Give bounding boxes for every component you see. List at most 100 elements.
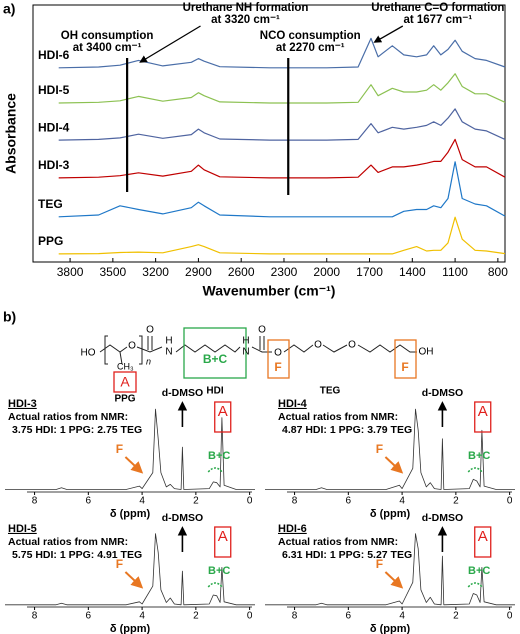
annotation: d-DMSO bbox=[422, 387, 463, 399]
atom: O bbox=[274, 348, 282, 359]
x-axis-label: Wavenumber (cm⁻¹) bbox=[203, 283, 336, 299]
annotation-arrow bbox=[373, 25, 404, 43]
annotation-box bbox=[214, 526, 232, 558]
x-tick-label: 8 bbox=[32, 496, 38, 507]
annotation: B+C bbox=[208, 565, 230, 577]
series-label: HDI-6 bbox=[38, 48, 70, 62]
x-tick-label: 8 bbox=[32, 611, 38, 622]
bond bbox=[99, 344, 128, 353]
annotation: NCO consumption bbox=[260, 30, 361, 42]
atom: O bbox=[314, 340, 322, 351]
annotation-arrow bbox=[139, 25, 201, 63]
annotation-arrow bbox=[124, 571, 144, 589]
x-tick-label: 2600 bbox=[228, 265, 255, 279]
x-tick-label: 800 bbox=[488, 265, 508, 279]
annotation-box bbox=[214, 401, 232, 433]
panel-label: b) bbox=[3, 309, 16, 325]
plot-frame bbox=[32, 4, 506, 263]
panel-subtitle: Actual ratios from NMR: bbox=[278, 536, 398, 548]
panel-label: a) bbox=[3, 1, 15, 17]
annotation: F bbox=[376, 442, 383, 456]
x-tick-label: 3500 bbox=[100, 265, 127, 279]
annotation: at 3320 cm⁻¹ bbox=[211, 14, 280, 26]
spectrum-line bbox=[5, 533, 255, 606]
panel-title: HDI-4 bbox=[278, 398, 308, 410]
annotation: B+C bbox=[468, 450, 490, 462]
bond bbox=[119, 351, 123, 365]
x-tick-label: 0 bbox=[507, 496, 513, 507]
panel-subtitle: Actual ratios from NMR: bbox=[278, 411, 398, 423]
annotation-bracket bbox=[467, 467, 483, 473]
annotation-bracket bbox=[207, 467, 223, 473]
x-tick-label: 2 bbox=[453, 496, 459, 507]
group-label: F bbox=[401, 360, 408, 374]
spectrum-line bbox=[265, 408, 515, 490]
panel-subtitle: Actual ratios from NMR: bbox=[8, 411, 128, 423]
spectrum-line bbox=[58, 37, 506, 69]
annotation-arrow bbox=[384, 571, 404, 589]
x-tick-label: 2000 bbox=[313, 265, 340, 279]
panel-title: HDI-6 bbox=[278, 523, 307, 535]
x-tick-label: 6 bbox=[346, 496, 352, 507]
group-box bbox=[267, 339, 290, 379]
atom: O bbox=[348, 340, 356, 351]
spectrum-line bbox=[58, 73, 506, 104]
segment-label: PPG bbox=[114, 394, 135, 405]
group-box bbox=[113, 371, 137, 393]
group-label: F bbox=[274, 360, 281, 374]
x-tick-label: 2300 bbox=[271, 265, 298, 279]
atom: N bbox=[242, 347, 249, 358]
atom: O bbox=[128, 341, 136, 352]
x-tick-label: 0 bbox=[247, 496, 253, 507]
atom: HO bbox=[81, 348, 96, 359]
bond bbox=[251, 346, 272, 353]
x-tick-label: 0 bbox=[247, 611, 253, 622]
bond bbox=[322, 344, 348, 353]
x-axis-label: δ (ppm) bbox=[110, 508, 151, 520]
annotation: at 1677 cm⁻¹ bbox=[403, 14, 472, 26]
x-tick-label: 8 bbox=[292, 496, 298, 507]
atom: n bbox=[146, 356, 151, 366]
x-tick-label: 1400 bbox=[399, 265, 426, 279]
annotation: at 3400 cm⁻¹ bbox=[73, 42, 142, 54]
panel-subtitle: 5.75 HDI: 1 PPG: 4.91 TEG bbox=[12, 549, 142, 561]
group-box bbox=[394, 339, 417, 379]
annotation: A bbox=[478, 403, 488, 420]
annotation-box bbox=[474, 526, 492, 558]
annotation-bracket bbox=[467, 582, 483, 588]
y-axis-label: Absorbance bbox=[3, 93, 19, 174]
atom: H bbox=[165, 336, 172, 347]
annotation: B+C bbox=[468, 565, 490, 577]
group-label: A bbox=[120, 374, 130, 390]
annotation: A bbox=[478, 528, 488, 545]
atom: CH₃ bbox=[117, 361, 134, 371]
atom: OH bbox=[419, 347, 434, 358]
annotation: F bbox=[376, 557, 383, 571]
x-tick-label: 0 bbox=[507, 611, 513, 622]
x-tick-label: 4 bbox=[399, 496, 405, 507]
annotation: B+C bbox=[208, 450, 230, 462]
x-tick-label: 2900 bbox=[185, 265, 212, 279]
bond bbox=[175, 344, 241, 353]
x-tick-label: 4 bbox=[139, 611, 145, 622]
spectrum-line bbox=[58, 138, 506, 179]
atom: H bbox=[242, 336, 249, 347]
panel-title: HDI-5 bbox=[8, 523, 37, 535]
annotation-arrow bbox=[124, 456, 144, 474]
x-tick-label: 3800 bbox=[57, 265, 84, 279]
bond bbox=[136, 346, 163, 353]
panel-subtitle: 4.87 HDI: 1 PPG: 3.79 TEG bbox=[282, 424, 412, 436]
series-label: TEG bbox=[38, 197, 63, 211]
group-label: B+C bbox=[203, 352, 228, 366]
annotation: d-DMSO bbox=[162, 387, 203, 399]
x-axis-label: δ (ppm) bbox=[370, 623, 411, 634]
x-tick-label: 2 bbox=[193, 611, 199, 622]
annotation-box bbox=[474, 401, 492, 433]
annotation: Urethane C=O formation bbox=[371, 2, 504, 14]
x-tick-label: 6 bbox=[86, 496, 92, 507]
annotation: A bbox=[218, 403, 228, 420]
x-axis-label: δ (ppm) bbox=[110, 623, 151, 634]
annotation: A bbox=[218, 528, 228, 545]
